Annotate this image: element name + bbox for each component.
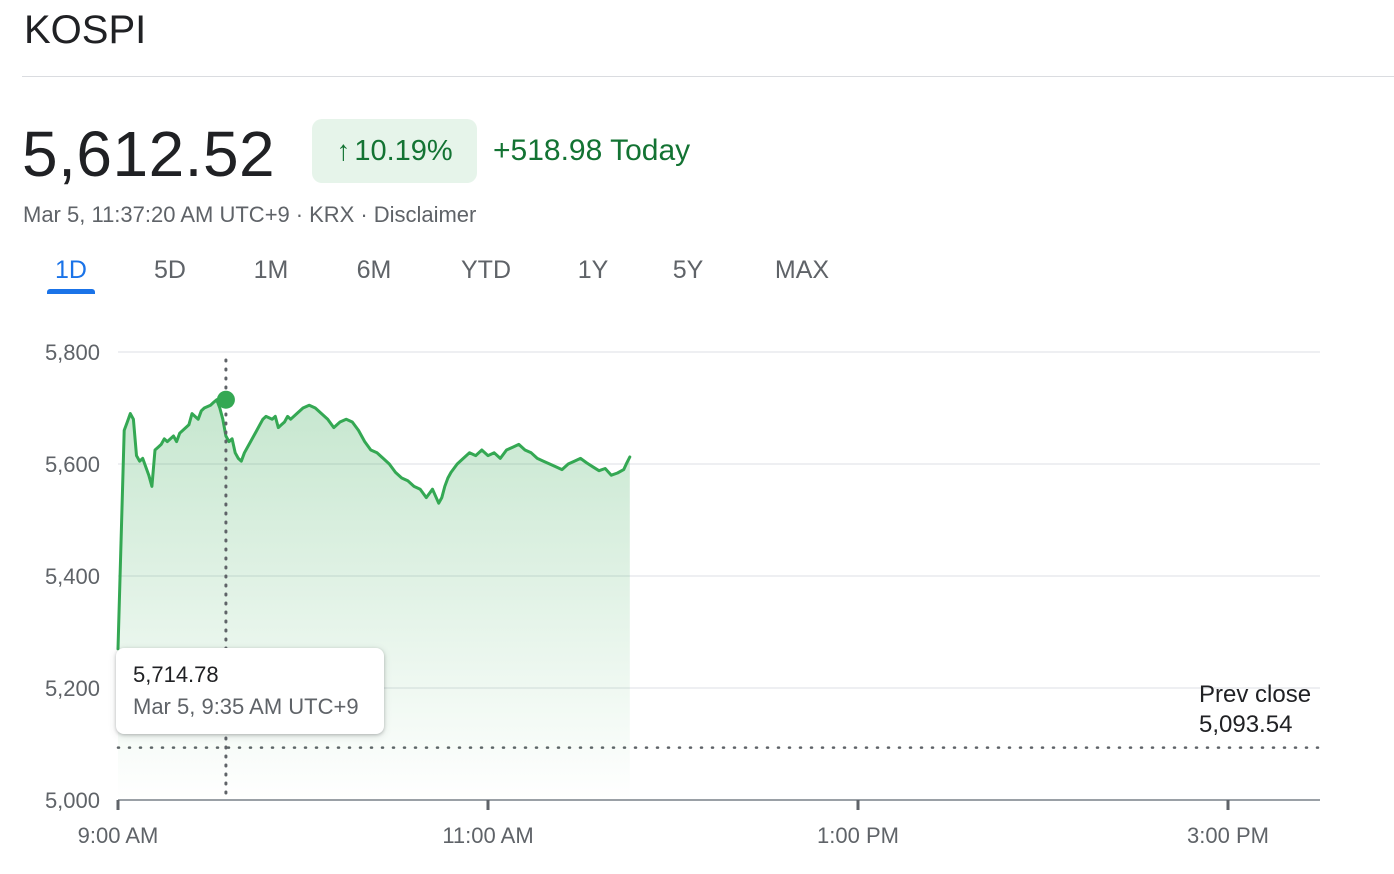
- prev-close-title: Prev close: [1199, 681, 1312, 708]
- y-tick-label: 5,600: [45, 452, 100, 477]
- x-tick-label: 11:00 AM: [442, 823, 533, 848]
- meta-separator: ·: [360, 202, 368, 227]
- tab-ytd[interactable]: YTD: [461, 256, 511, 284]
- x-tick-label: 3:00 PM: [1187, 823, 1269, 848]
- y-tick-label: 5,800: [45, 340, 100, 365]
- tab-6m[interactable]: 6M: [356, 256, 392, 284]
- tab-5d[interactable]: 5D: [154, 256, 186, 284]
- tab-1y[interactable]: 1Y: [577, 256, 609, 284]
- prev-close-value: 5,093.54: [1199, 711, 1293, 738]
- hover-point[interactable]: [216, 390, 235, 409]
- change-percent: 10.19%: [354, 134, 453, 167]
- page-title: KOSPI: [24, 8, 147, 52]
- x-tick-label: 9:00 AM: [78, 823, 159, 848]
- exchange-name: KRX: [309, 202, 355, 227]
- change-percent-badge: ↑ 10.19%: [312, 119, 477, 183]
- tab-5y[interactable]: 5Y: [672, 256, 704, 284]
- prev-close-label: Prev close 5,093.54: [1199, 680, 1311, 740]
- tooltip-time: Mar 5, 9:35 AM UTC+9: [133, 694, 359, 719]
- price-chart[interactable]: 5,000 5,200 5,400 5,600 5,800 9:00 AM 11:00 A…: [0, 320, 1394, 874]
- range-tabs: 1D 5D 1M 6M YTD 1Y 5Y MAX: [0, 252, 900, 296]
- disclaimer-link[interactable]: Disclaimer: [373, 202, 477, 227]
- current-price: 5,612.52: [22, 118, 276, 190]
- change-absolute: +518.98 Today: [493, 134, 691, 167]
- tooltip-value: 5,714.78: [133, 662, 219, 687]
- header-divider: [22, 76, 1394, 77]
- meta-separator: ·: [295, 202, 304, 227]
- tab-1d[interactable]: 1D: [55, 256, 87, 284]
- quote-meta: Mar 5, 11:37:20 AM UTC+9 · KRX · Disclaimer: [23, 201, 476, 229]
- hover-tooltip: 5,714.78 Mar 5, 9:35 AM UTC+9: [116, 648, 384, 734]
- active-tab-indicator: [47, 289, 95, 294]
- y-tick-label: 5,200: [45, 676, 100, 701]
- quote-timestamp: Mar 5, 11:37:20 AM UTC+9: [23, 202, 290, 227]
- arrow-up-icon: ↑: [336, 135, 351, 166]
- x-tick-label: 1:00 PM: [817, 823, 899, 848]
- y-tick-label: 5,000: [45, 788, 100, 813]
- y-tick-label: 5,400: [45, 564, 100, 589]
- price-line[interactable]: [116, 398, 632, 651]
- price-area-fill: [118, 399, 630, 800]
- tab-1m[interactable]: 1M: [253, 256, 289, 284]
- tab-max[interactable]: MAX: [774, 256, 830, 284]
